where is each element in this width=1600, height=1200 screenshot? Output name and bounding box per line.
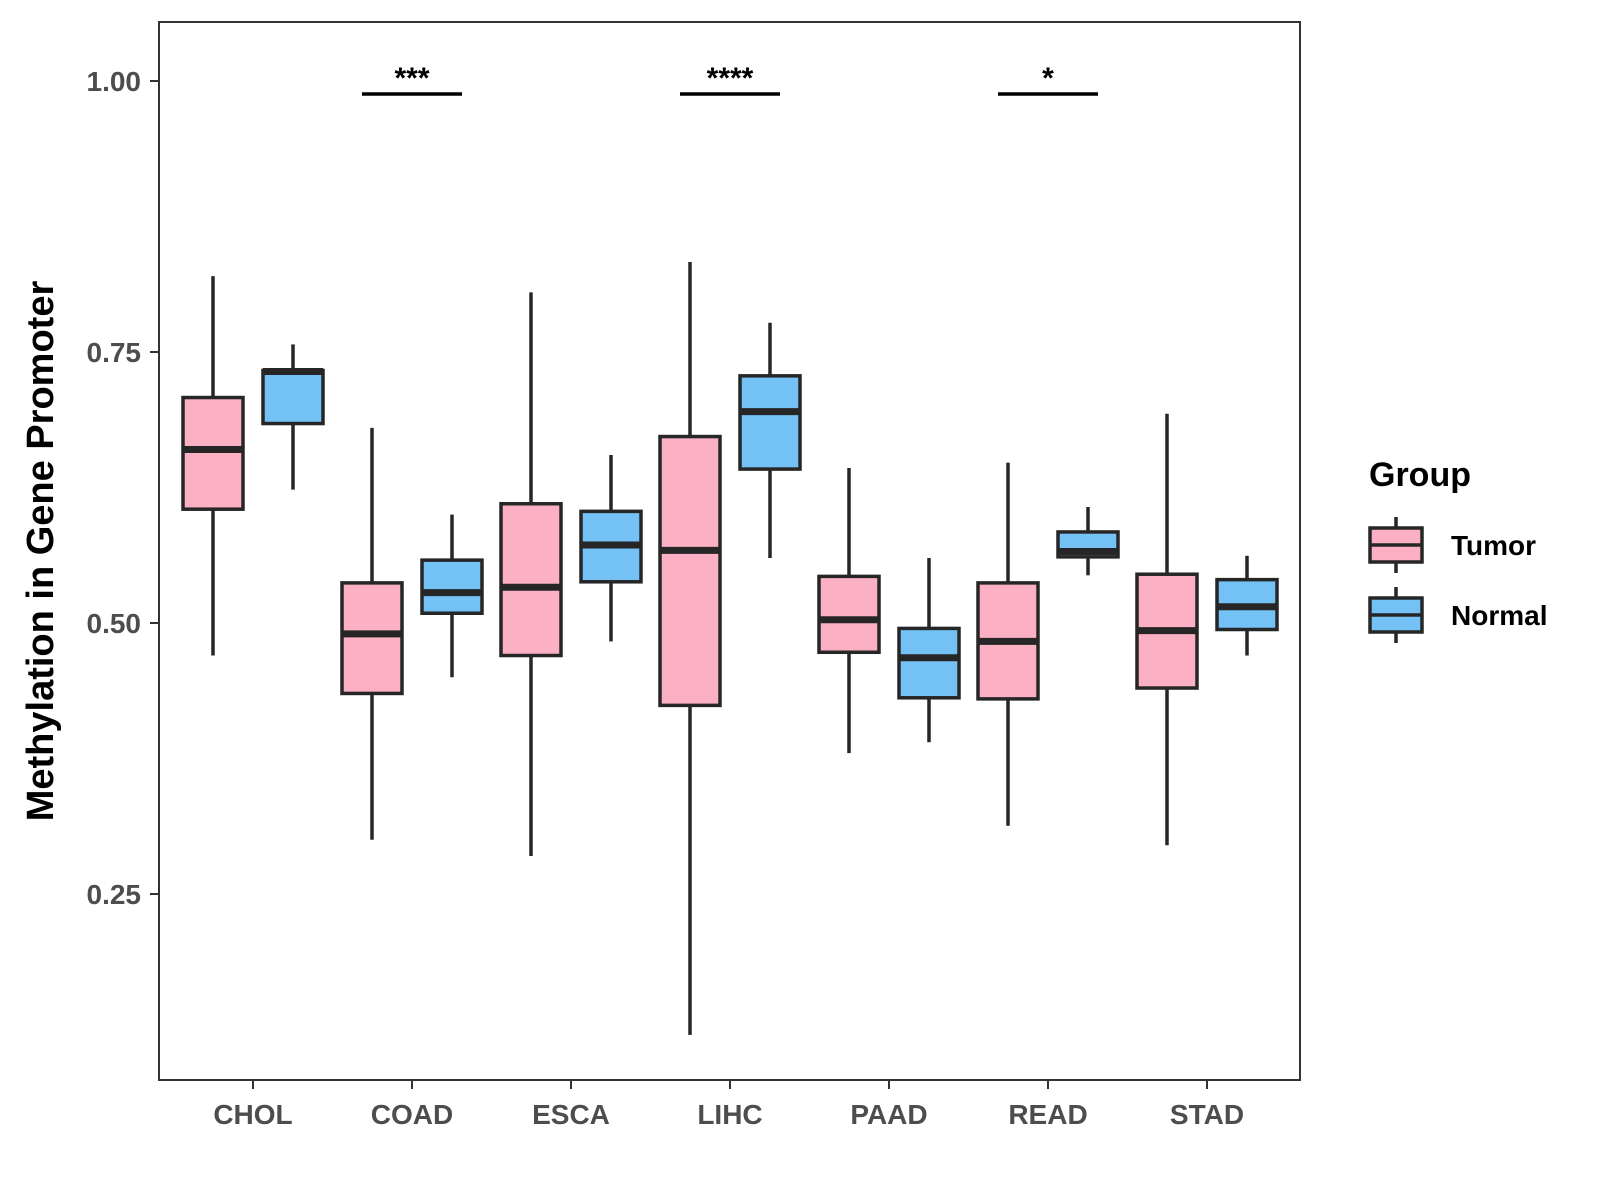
- box-body: [420, 558, 484, 615]
- y-tick-label: 0.25: [87, 879, 142, 910]
- significance-coad: ***: [362, 62, 462, 96]
- legend: Group Tumor Normal: [1368, 456, 1547, 643]
- box-tumor-lihc: [658, 262, 722, 1035]
- x-tick-label: COAD: [371, 1099, 453, 1130]
- x-tick-label: READ: [1008, 1099, 1087, 1130]
- y-tick-label: 0.75: [87, 337, 142, 368]
- box-body: [738, 374, 802, 471]
- legend-item-tumor: Tumor: [1368, 517, 1536, 573]
- x-tick-label: PAAD: [850, 1099, 927, 1130]
- y-axis: 0.25 0.50 0.75 1.00: [87, 66, 159, 910]
- y-axis-title: Methylation in Gene Promoter: [20, 281, 62, 822]
- box-normal-paad: [897, 557, 961, 743]
- box-normal-esca: [579, 454, 643, 642]
- x-tick-label: ESCA: [532, 1099, 610, 1130]
- box-body: [658, 434, 722, 708]
- x-tick-label: CHOL: [213, 1099, 292, 1130]
- y-tick-label: 1.00: [87, 66, 142, 97]
- significance-label: ***: [394, 62, 429, 95]
- box-normal-chol: [261, 344, 325, 490]
- legend-title: Group: [1369, 456, 1471, 494]
- box-tumor-coad: [340, 427, 404, 840]
- box-body: [340, 581, 404, 696]
- x-tick-label: STAD: [1170, 1099, 1244, 1130]
- box-normal-stad: [1215, 555, 1279, 656]
- box-tumor-stad: [1135, 413, 1199, 846]
- significance-read: *: [998, 62, 1098, 96]
- box-tumor-esca: [499, 292, 563, 857]
- box-body: [181, 395, 245, 511]
- box-body: [817, 574, 881, 655]
- legend-label: Tumor: [1451, 530, 1536, 561]
- significance-lihc: ****: [680, 62, 780, 96]
- box-body: [261, 368, 325, 426]
- box-body: [897, 626, 961, 700]
- significance-label: ****: [707, 62, 754, 95]
- box-tumor-paad: [817, 467, 881, 754]
- legend-label: Normal: [1451, 600, 1547, 631]
- legend-item-normal: Normal: [1368, 587, 1547, 643]
- significance-label: *: [1042, 62, 1054, 95]
- box-normal-read: [1056, 507, 1120, 576]
- plot-area: *** **** *: [181, 62, 1279, 1035]
- box-normal-coad: [420, 514, 484, 678]
- x-tick-label: LIHC: [697, 1099, 762, 1130]
- box-tumor-chol: [181, 276, 245, 656]
- box-normal-lihc: [738, 322, 802, 558]
- y-tick-label: 0.50: [87, 608, 142, 639]
- box-body: [499, 502, 563, 658]
- x-axis: CHOL COAD ESCA LIHC PAAD READ STAD: [213, 1080, 1244, 1130]
- box-tumor-read: [976, 462, 1040, 826]
